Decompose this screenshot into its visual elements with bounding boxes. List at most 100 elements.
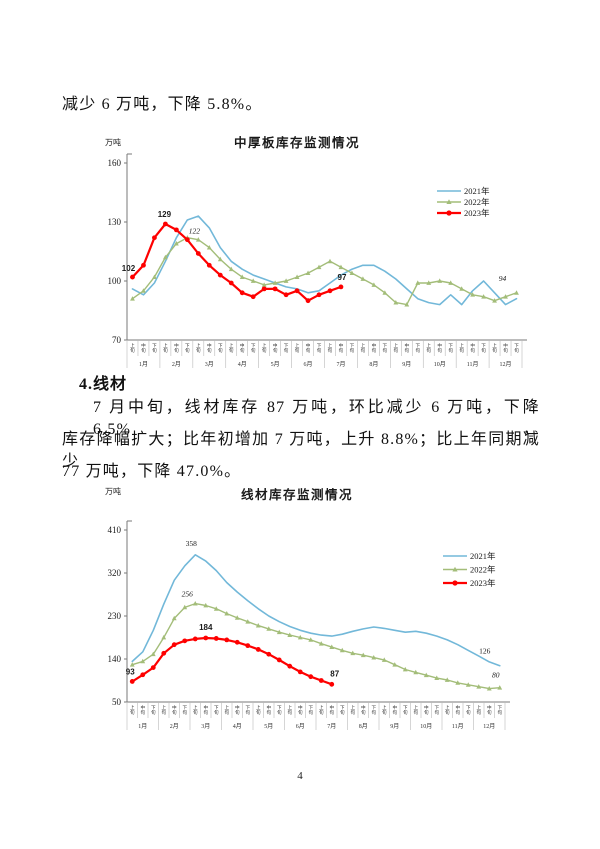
svg-text:2023年: 2023年 bbox=[464, 208, 490, 218]
svg-text:线材库存监测情况: 线材库存监测情况 bbox=[241, 487, 353, 502]
svg-text:上旬: 上旬 bbox=[196, 342, 201, 354]
svg-text:中旬: 中旬 bbox=[172, 704, 177, 716]
svg-text:中旬: 中旬 bbox=[298, 704, 303, 716]
wire-rod-chart-canvas: 线材库存监测情况万吨50140230320410上旬中旬下旬上旬中旬下旬上旬中旬… bbox=[105, 486, 510, 730]
svg-text:10月: 10月 bbox=[420, 723, 432, 730]
svg-text:2022年: 2022年 bbox=[464, 197, 490, 207]
svg-text:11月: 11月 bbox=[467, 361, 479, 368]
svg-text:上旬: 上旬 bbox=[413, 704, 418, 716]
svg-text:中旬: 中旬 bbox=[455, 704, 460, 716]
wire-rod-inventory-chart: 线材库存监测情况 万吨 50 140 230 320 410 上旬 中旬 下旬 上旬 中旬 下旬 上旬 中旬… bbox=[85, 482, 560, 740]
svg-text:2022年: 2022年 bbox=[470, 565, 496, 575]
svg-text:上旬: 上旬 bbox=[262, 342, 267, 354]
svg-text:上旬: 上旬 bbox=[193, 704, 198, 716]
svg-text:97: 97 bbox=[338, 273, 347, 282]
paragraph-line-1: 7 月中旬，线材库存 87 万吨，环比减少 6 万吨，下降 6.5%， bbox=[93, 399, 540, 438]
svg-text:中旬: 中旬 bbox=[487, 704, 492, 716]
svg-text:上旬: 上旬 bbox=[426, 342, 431, 354]
page-number: 4 bbox=[297, 770, 303, 782]
svg-text:下旬: 下旬 bbox=[185, 343, 190, 354]
svg-text:下旬: 下旬 bbox=[218, 343, 223, 354]
svg-text:下旬: 下旬 bbox=[448, 343, 453, 354]
svg-text:160: 160 bbox=[108, 158, 122, 168]
svg-text:上旬: 上旬 bbox=[295, 342, 300, 354]
paragraph-continuation-line: 减少 6 万吨，下降 5.8%。 bbox=[62, 96, 263, 113]
svg-text:上旬: 上旬 bbox=[476, 704, 481, 716]
medium-plate-chart-canvas: 中厚板库存监测情况万吨70100130160上旬中旬下旬上旬中旬下旬上旬中旬下旬… bbox=[105, 135, 527, 368]
svg-text:94: 94 bbox=[499, 274, 507, 283]
svg-text:下旬: 下旬 bbox=[383, 343, 388, 354]
svg-text:下旬: 下旬 bbox=[350, 343, 355, 354]
svg-text:80: 80 bbox=[492, 671, 500, 680]
svg-text:下旬: 下旬 bbox=[403, 705, 408, 716]
svg-text:7月: 7月 bbox=[336, 361, 345, 368]
svg-text:11月: 11月 bbox=[452, 723, 464, 730]
svg-text:中旬: 中旬 bbox=[203, 704, 208, 716]
paragraph-line-3: 77 万吨，下降 47.0%。 bbox=[62, 463, 242, 480]
svg-text:9月: 9月 bbox=[402, 361, 411, 368]
svg-text:5月: 5月 bbox=[271, 361, 280, 368]
svg-text:下旬: 下旬 bbox=[251, 343, 256, 354]
svg-text:358: 358 bbox=[186, 539, 198, 548]
svg-text:184: 184 bbox=[199, 623, 213, 632]
svg-text:2021年: 2021年 bbox=[470, 551, 496, 561]
svg-text:上旬: 上旬 bbox=[319, 704, 324, 716]
svg-text:下旬: 下旬 bbox=[466, 705, 471, 716]
svg-text:410: 410 bbox=[108, 525, 122, 535]
svg-text:上旬: 上旬 bbox=[130, 342, 135, 354]
svg-text:上旬: 上旬 bbox=[445, 704, 450, 716]
svg-text:102: 102 bbox=[122, 264, 136, 273]
svg-text:129: 129 bbox=[158, 210, 172, 219]
svg-text:万吨: 万吨 bbox=[105, 137, 121, 147]
svg-text:1月: 1月 bbox=[139, 361, 148, 368]
svg-text:2月: 2月 bbox=[170, 723, 179, 730]
svg-text:中旬: 中旬 bbox=[339, 342, 344, 354]
svg-text:上旬: 上旬 bbox=[229, 342, 234, 354]
svg-text:中旬: 中旬 bbox=[372, 342, 377, 354]
svg-text:下旬: 下旬 bbox=[415, 343, 420, 354]
svg-text:中旬: 中旬 bbox=[141, 342, 146, 354]
paragraph-line-2: 库存降幅扩大；比年初增加 7 万吨，上升 8.8%；比上年同期减少 bbox=[62, 431, 540, 470]
svg-text:下旬: 下旬 bbox=[371, 705, 376, 716]
svg-text:上旬: 上旬 bbox=[382, 704, 387, 716]
svg-text:230: 230 bbox=[108, 611, 122, 621]
svg-text:下旬: 下旬 bbox=[152, 343, 157, 354]
svg-text:4月: 4月 bbox=[233, 723, 242, 730]
svg-text:中旬: 中旬 bbox=[392, 704, 397, 716]
svg-text:2021年: 2021年 bbox=[464, 186, 490, 196]
svg-text:256: 256 bbox=[182, 590, 194, 599]
svg-text:93: 93 bbox=[126, 667, 135, 676]
svg-text:下旬: 下旬 bbox=[182, 705, 187, 716]
svg-text:3月: 3月 bbox=[205, 361, 214, 368]
svg-text:中旬: 中旬 bbox=[424, 704, 429, 716]
svg-text:中厚板库存监测情况: 中厚板库存监测情况 bbox=[234, 135, 360, 150]
svg-text:5月: 5月 bbox=[264, 723, 273, 730]
svg-text:下旬: 下旬 bbox=[340, 705, 345, 716]
svg-text:下旬: 下旬 bbox=[497, 705, 502, 716]
svg-text:上旬: 上旬 bbox=[163, 342, 168, 354]
svg-text:上旬: 上旬 bbox=[459, 342, 464, 354]
svg-text:下旬: 下旬 bbox=[284, 343, 289, 354]
svg-text:10月: 10月 bbox=[434, 361, 446, 368]
svg-text:6月: 6月 bbox=[304, 361, 313, 368]
svg-text:中旬: 中旬 bbox=[266, 704, 271, 716]
svg-text:中旬: 中旬 bbox=[240, 342, 245, 354]
svg-text:70: 70 bbox=[112, 335, 122, 345]
svg-text:中旬: 中旬 bbox=[503, 342, 508, 354]
svg-text:上旬: 上旬 bbox=[328, 342, 333, 354]
svg-text:上旬: 上旬 bbox=[350, 704, 355, 716]
svg-text:6月: 6月 bbox=[296, 723, 305, 730]
svg-text:中旬: 中旬 bbox=[404, 342, 409, 354]
svg-text:下旬: 下旬 bbox=[481, 343, 486, 354]
svg-text:下旬: 下旬 bbox=[308, 705, 313, 716]
svg-text:100: 100 bbox=[108, 276, 122, 286]
svg-text:中旬: 中旬 bbox=[207, 342, 212, 354]
svg-text:中旬: 中旬 bbox=[470, 342, 475, 354]
svg-text:中旬: 中旬 bbox=[235, 704, 240, 716]
svg-text:12月: 12月 bbox=[483, 723, 495, 730]
svg-text:2月: 2月 bbox=[172, 361, 181, 368]
svg-text:1月: 1月 bbox=[138, 723, 147, 730]
svg-text:140: 140 bbox=[108, 654, 122, 664]
svg-text:上旬: 上旬 bbox=[492, 342, 497, 354]
section-heading: 4.线材 bbox=[79, 376, 128, 393]
